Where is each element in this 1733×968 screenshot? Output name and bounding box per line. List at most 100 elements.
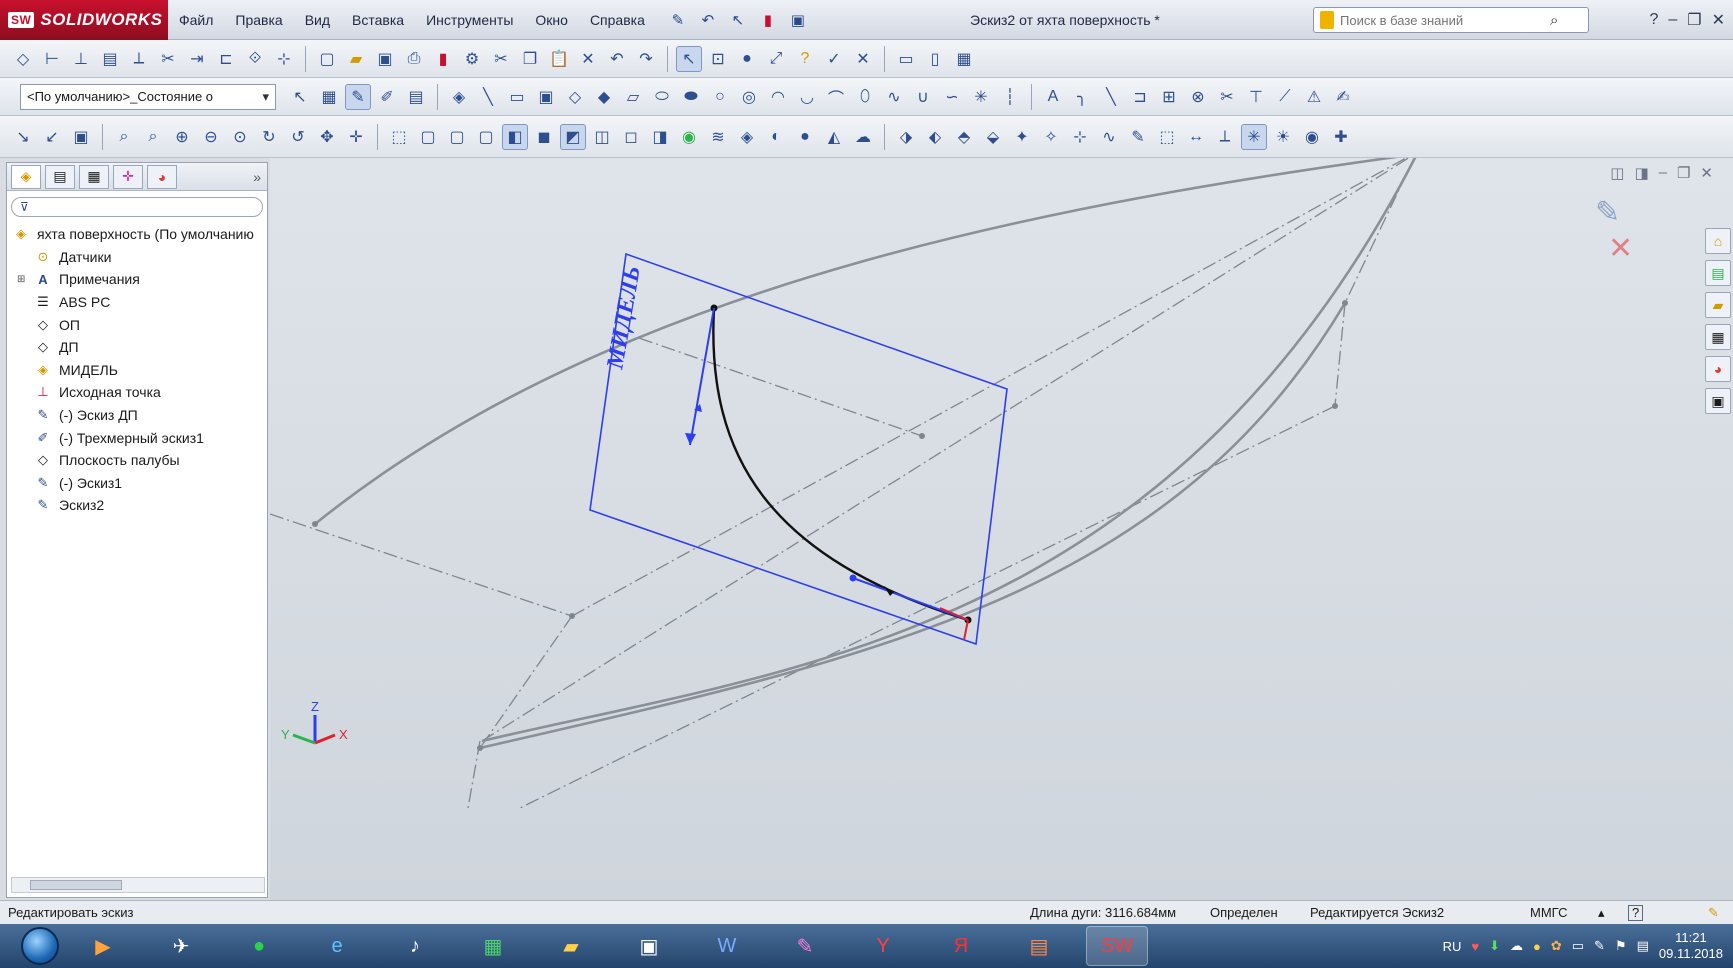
offset-icon[interactable]: ⊏ bbox=[219, 50, 233, 68]
close-icon[interactable]: ✕ bbox=[1700, 165, 1713, 182]
tree-item-plane-dp[interactable]: ◇ ДП bbox=[11, 336, 267, 359]
shadows-icon[interactable]: ◐ bbox=[771, 127, 781, 145]
trim-entities-icon[interactable]: ✂ bbox=[1220, 88, 1234, 106]
undo-icon[interactable]: ↶ bbox=[610, 50, 624, 68]
menu-file[interactable]: Файл bbox=[179, 11, 214, 28]
custom-properties-icon[interactable]: ▣ bbox=[1705, 388, 1731, 414]
feature-tree-tab-icon[interactable]: ◈ bbox=[11, 164, 41, 189]
spline-handle-start[interactable] bbox=[689, 307, 715, 446]
zoom-area-icon[interactable]: ⌕ bbox=[148, 127, 158, 145]
search-icon[interactable]: ⌕ bbox=[1550, 11, 1559, 29]
grid-icon[interactable]: ▦ bbox=[321, 88, 337, 106]
pin-icon[interactable]: ✎ bbox=[671, 11, 685, 29]
new-icon[interactable]: ▢ bbox=[319, 50, 335, 68]
3point-arc-icon[interactable]: ⌒ bbox=[827, 90, 844, 108]
hide-show-icon[interactable]: ⬗ bbox=[899, 128, 913, 146]
diamond-icon[interactable]: ◆ bbox=[597, 88, 611, 106]
drawing-app-icon[interactable]: ✎ bbox=[796, 935, 814, 958]
scrollbar-thumb[interactable] bbox=[30, 880, 122, 890]
excel-icon[interactable]: ▦ bbox=[483, 935, 503, 958]
sketch-icon[interactable]: ✎ bbox=[345, 83, 371, 110]
view-single-icon[interactable]: ▭ bbox=[898, 50, 914, 68]
tree-item-plane-op[interactable]: ◇ ОП bbox=[11, 313, 267, 336]
view-temp-axes-icon[interactable]: ⬙ bbox=[986, 128, 1000, 146]
view-axes-icon[interactable]: ⬘ bbox=[957, 128, 971, 146]
green-app-icon[interactable]: ● bbox=[252, 934, 266, 957]
rebuild-icon[interactable]: ✎ bbox=[1708, 905, 1719, 920]
ambient-occlusion-icon[interactable]: ● bbox=[800, 127, 810, 145]
rebuild-icon[interactable]: ▮ bbox=[438, 50, 448, 68]
section-view-icon[interactable]: ◨ bbox=[652, 128, 668, 146]
menu-tools[interactable]: Инструменты bbox=[426, 11, 514, 28]
options-icon[interactable]: ▣ bbox=[790, 11, 805, 29]
extend-icon[interactable]: ⇥ bbox=[190, 50, 204, 68]
view-relations-icon[interactable]: ⟂ bbox=[1219, 127, 1231, 145]
perspective-icon[interactable]: ◭ bbox=[827, 128, 841, 146]
tree-item-origin[interactable]: ⊥ Исходная точка bbox=[11, 381, 267, 404]
move-icon[interactable]: ⊹ bbox=[277, 50, 291, 68]
view-sketches-icon[interactable]: ✎ bbox=[1131, 128, 1145, 146]
chamfer-icon[interactable]: ╲ bbox=[1106, 88, 1116, 106]
select-icon[interactable]: ↖ bbox=[731, 11, 745, 29]
close-icon[interactable]: ✕ bbox=[1711, 12, 1725, 29]
copy-icon[interactable]: ❐ bbox=[522, 50, 538, 68]
view-decals-icon[interactable]: ✚ bbox=[1334, 128, 1348, 146]
tool-app-icon[interactable]: ✈ bbox=[172, 935, 190, 958]
tile-horizontal-icon[interactable]: ◫ bbox=[1610, 165, 1625, 182]
menu-help[interactable]: Справка bbox=[589, 11, 645, 28]
dimxpert-tab-icon[interactable]: ✛ bbox=[113, 164, 143, 189]
check-icon[interactable]: ✓ bbox=[827, 50, 841, 68]
update-icon[interactable]: ● bbox=[1532, 938, 1541, 954]
parallelogram-icon[interactable]: ▱ bbox=[626, 88, 640, 106]
media-player-icon[interactable]: ▶ bbox=[95, 935, 111, 958]
convert-entities-icon[interactable]: ⊞ bbox=[1162, 88, 1176, 106]
pen-icon[interactable]: ✎ bbox=[1594, 938, 1605, 953]
tree-item-sketch-dp[interactable]: ✎ (-) Эскиз ДП bbox=[11, 404, 267, 427]
parabola-icon[interactable]: ∪ bbox=[917, 88, 929, 106]
network-icon[interactable]: ☁ bbox=[1509, 938, 1523, 953]
fillet-icon[interactable]: ╮ bbox=[1077, 88, 1087, 106]
smart-dimension-icon[interactable]: ◇ bbox=[16, 50, 30, 68]
exit-sketch-icon[interactable]: ✎ bbox=[1595, 196, 1620, 229]
view-curves-icon[interactable]: ∿ bbox=[1102, 128, 1116, 146]
zoom-out-icon[interactable]: ⊖ bbox=[204, 128, 218, 146]
select-icon[interactable]: ↖ bbox=[293, 88, 307, 106]
view-points-icon[interactable]: ✦ bbox=[1015, 128, 1029, 146]
file-explorer-icon[interactable]: ▰ bbox=[563, 935, 579, 958]
slot-arc-icon[interactable]: ⬬ bbox=[684, 87, 698, 105]
network-app-icon[interactable]: ▣ bbox=[639, 935, 659, 958]
restore-icon[interactable]: ❐ bbox=[1676, 165, 1691, 182]
presentation-app-icon[interactable]: ▤ bbox=[1029, 935, 1049, 958]
configuration-manager-tab-icon[interactable]: ▦ bbox=[79, 164, 109, 189]
view-orientation-icon[interactable]: ⬚ bbox=[391, 128, 407, 146]
tree-item-material[interactable]: ☰ ABS PC bbox=[11, 291, 267, 314]
baseline-icon[interactable]: ▤ bbox=[102, 50, 118, 68]
back-view-icon[interactable]: ▢ bbox=[449, 128, 465, 146]
yandex-icon[interactable]: Я bbox=[953, 934, 969, 957]
tree-item-annotations[interactable]: ⊞ A Примечания bbox=[11, 268, 267, 291]
polygon-icon[interactable]: ◇ bbox=[568, 88, 582, 106]
iso-view-icon[interactable]: ◧ bbox=[502, 123, 528, 150]
split-entities-icon[interactable]: ⟋ bbox=[1279, 87, 1291, 105]
rotate-icon[interactable]: ↻ bbox=[262, 128, 276, 146]
appearance-icon[interactable]: ◉ bbox=[682, 128, 696, 146]
solidworks-logo[interactable]: SW SOLIDWORKS bbox=[0, 0, 168, 40]
settings-icon[interactable]: ✿ bbox=[1550, 938, 1562, 953]
menu-edit[interactable]: Правка bbox=[235, 11, 283, 28]
rebuild-icon[interactable]: ▮ bbox=[763, 11, 772, 29]
tangent-arc-icon[interactable]: ◡ bbox=[800, 88, 814, 106]
spline-icon[interactable]: ∿ bbox=[887, 88, 901, 106]
sketch-picture-icon[interactable]: ▤ bbox=[408, 88, 424, 106]
resources-icon[interactable]: ⌂ bbox=[1705, 228, 1731, 254]
minimize-icon[interactable]: – bbox=[1658, 164, 1667, 181]
restore-icon[interactable]: ❐ bbox=[1687, 12, 1702, 29]
paste-icon[interactable]: 📋 bbox=[549, 50, 569, 68]
help-icon[interactable]: ? bbox=[1628, 905, 1644, 921]
select-icon[interactable]: ↖ bbox=[676, 45, 702, 72]
midel-plane[interactable] bbox=[589, 252, 1008, 646]
ellipse-icon[interactable]: ⬯ bbox=[859, 87, 871, 105]
select-box-icon[interactable]: ▣ bbox=[73, 128, 89, 146]
options-icon[interactable]: ⚙ bbox=[464, 50, 480, 68]
3d-sketch-icon[interactable]: ✐ bbox=[380, 88, 394, 106]
perimeter-circle-icon[interactable]: ◎ bbox=[742, 88, 756, 106]
